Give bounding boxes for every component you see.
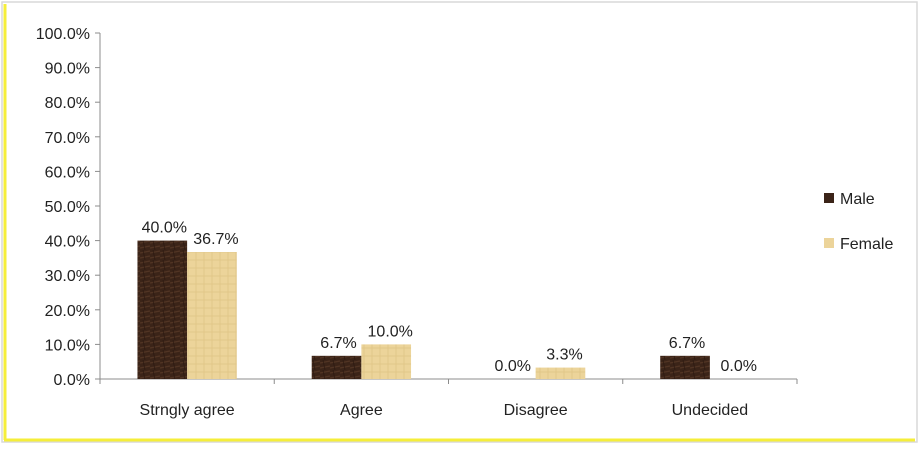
y-axis: 0.0% 10.0% 20.0% 30.0% 40.0% 50.0% 60.0% 70.0% 8… — [36, 26, 101, 389]
bar-male — [660, 355, 710, 379]
bar-female — [187, 252, 237, 379]
bar-male — [311, 355, 362, 379]
x-tick-label: Strngly agree — [140, 402, 235, 419]
y-tick-label: 0.0% — [54, 372, 90, 389]
data-label-female: 10.0% — [368, 323, 413, 340]
bar-female — [535, 367, 586, 379]
legend-swatch-male — [824, 193, 834, 203]
legend-swatch-female — [824, 238, 834, 248]
x-axis: Strngly agree Agree Disagree Undecided — [99, 378, 798, 419]
bar-female — [361, 344, 412, 379]
x-tick-label: Agree — [340, 402, 383, 419]
y-tick-label: 60.0% — [45, 164, 90, 181]
bars: 40.0% 36.7% 6.7% 10.0% 0.0% 3.3% 6.7% 0.0% — [137, 220, 757, 379]
data-label-female: 0.0% — [720, 358, 756, 375]
y-tick-label: 70.0% — [45, 130, 90, 147]
x-tick-label: Undecided — [672, 402, 749, 419]
y-tick-label: 90.0% — [45, 61, 90, 78]
y-tick-label: 10.0% — [45, 337, 90, 354]
y-tick-label: 30.0% — [45, 268, 90, 285]
data-label-male: 0.0% — [495, 358, 531, 375]
data-label-female: 3.3% — [546, 347, 582, 364]
x-tick-label: Disagree — [504, 402, 568, 419]
y-tick-label: 20.0% — [45, 303, 90, 320]
data-label-male: 6.7% — [669, 335, 705, 352]
data-label-male: 40.0% — [142, 220, 187, 237]
legend: Male Female — [824, 191, 893, 253]
bar-male — [137, 240, 188, 379]
legend-label-female: Female — [840, 236, 893, 253]
legend-label-male: Male — [840, 191, 875, 208]
y-tick-label: 50.0% — [45, 199, 90, 216]
y-tick-label: 100.0% — [36, 26, 90, 43]
data-label-female: 36.7% — [193, 231, 238, 248]
y-tick-label: 80.0% — [45, 95, 90, 112]
data-label-male: 6.7% — [320, 335, 356, 352]
y-tick-label: 40.0% — [45, 234, 90, 251]
